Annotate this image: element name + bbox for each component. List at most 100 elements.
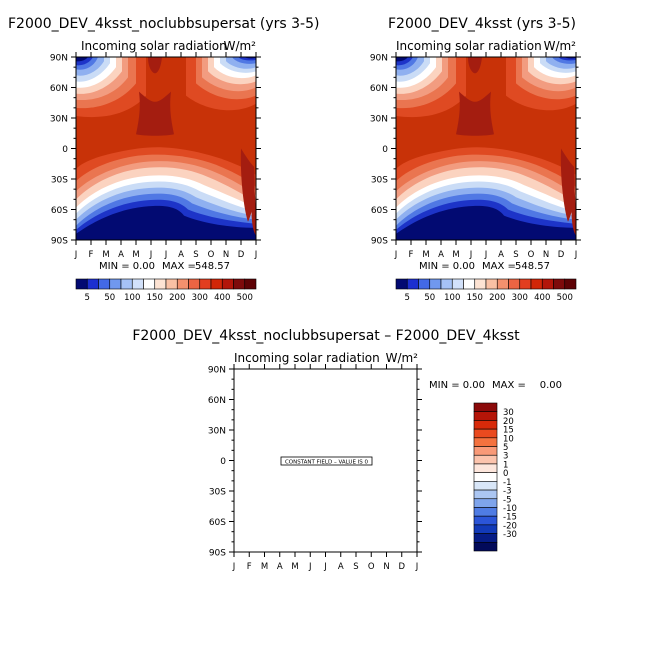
colorbar-swatch <box>541 278 554 290</box>
colorbar-label: 300 <box>192 293 208 303</box>
panel-2-title: F2000_DEV_4ksst (yrs 3-5) <box>388 16 576 32</box>
y-tick-label: 30N <box>50 115 68 125</box>
colorbar-label: -5 <box>503 495 511 505</box>
y-tick-label: 0 <box>62 145 68 155</box>
colorbar-label: -10 <box>503 504 517 514</box>
contour-band <box>148 57 162 74</box>
colorbar-swatch <box>429 278 442 290</box>
panel-1-subtitle: Incoming solar radiation <box>81 39 227 53</box>
y-tick-label: 0 <box>382 145 388 155</box>
y-tick-label: 30S <box>51 176 68 186</box>
colorbar-label: 10 <box>503 434 514 444</box>
x-tick-label: S <box>513 250 518 260</box>
colorbar-label: 3 <box>503 452 508 462</box>
colorbar-swatch <box>418 278 431 290</box>
colorbar-swatch <box>188 278 201 290</box>
x-tick-label: D <box>398 562 405 572</box>
colorbar-swatch <box>143 278 156 290</box>
colorbar-label: 150 <box>467 293 483 303</box>
colorbar-label: 500 <box>237 293 253 303</box>
contour-band <box>468 57 482 74</box>
x-tick-label: D <box>238 250 245 260</box>
colorbar-label: 5 <box>503 443 508 453</box>
y-tick-label: 60N <box>208 396 226 406</box>
colorbar-swatch <box>131 278 144 290</box>
x-tick-label: A <box>277 562 283 572</box>
colorbar-label: 100 <box>444 293 460 303</box>
panel-1-title: F2000_DEV_4ksst_noclubbsupersat (yrs 3-5… <box>8 16 319 32</box>
panel-3-max-value: 0.00 <box>540 380 562 391</box>
colorbar-swatch <box>451 278 464 290</box>
panel-2-min-label: MIN = <box>419 261 450 272</box>
panel-2: F2000_DEV_4ksst (yrs 3-5) Incoming solar… <box>370 16 581 303</box>
x-tick-label: O <box>368 562 375 572</box>
x-tick-label: J <box>164 250 168 260</box>
x-tick-label: J <box>308 562 312 572</box>
panel-3-max-label: MAX = <box>492 380 526 391</box>
colorbar-swatch <box>120 278 133 290</box>
contour-band <box>571 187 576 236</box>
panel-3-subtitle: Incoming solar radiation <box>234 351 380 365</box>
y-tick-label: 90N <box>370 54 388 64</box>
colorbar-label: -3 <box>503 487 511 497</box>
panel-1-map <box>76 57 256 240</box>
colorbar-swatch <box>564 278 577 290</box>
x-tick-label: F <box>409 250 414 260</box>
colorbar-swatch <box>473 420 498 430</box>
panel-1: F2000_DEV_4ksst_noclubbsupersat (yrs 3-5… <box>8 16 319 303</box>
colorbar-label: 300 <box>512 293 528 303</box>
x-tick-label: F <box>247 562 252 572</box>
x-tick-label: J <box>323 562 327 572</box>
x-tick-label: O <box>528 250 535 260</box>
colorbar-swatch <box>233 278 246 290</box>
colorbar-label: 400 <box>534 293 550 303</box>
colorbar-swatch <box>473 402 498 413</box>
colorbar-swatch <box>473 533 498 543</box>
colorbar-swatch <box>86 278 99 290</box>
colorbar-swatch <box>473 446 498 456</box>
colorbar-swatch <box>473 481 498 491</box>
panel-2-colorbar: 5 50 100 150 200 300 400 500 <box>395 278 577 303</box>
panel-1-max-label: MAX = <box>162 261 196 272</box>
colorbar-label: 1 <box>503 460 508 470</box>
x-tick-label: A <box>118 250 124 260</box>
colorbar-swatch <box>406 278 419 290</box>
x-tick-label: M <box>132 250 139 260</box>
colorbar-swatch <box>473 454 498 465</box>
colorbar-swatch <box>395 278 408 290</box>
x-tick-label: N <box>543 250 549 260</box>
colorbar-swatch <box>154 278 167 290</box>
colorbar-swatch <box>176 278 189 290</box>
colorbar-label: 0 <box>503 469 508 479</box>
x-tick-label: M <box>452 250 459 260</box>
colorbar-swatch <box>98 278 111 290</box>
x-tick-label: M <box>291 562 298 572</box>
colorbar-swatch <box>109 278 122 290</box>
colorbar-swatch <box>473 463 498 473</box>
contour-band <box>240 148 255 222</box>
panel-2-yticks: 90N 60N 30N 0 30S 60S 90S <box>370 54 581 247</box>
colorbar-label: -15 <box>503 513 517 523</box>
colorbar-label: 100 <box>124 293 140 303</box>
x-tick-label: D <box>558 250 565 260</box>
constant-field-box: CONSTANT FIELD – VALUE IS 0 <box>280 456 373 466</box>
y-tick-label: 30N <box>370 115 388 125</box>
constant-field-label: CONSTANT FIELD – VALUE IS 0 <box>285 460 369 466</box>
colorbar-swatch <box>496 278 509 290</box>
colorbar-swatch <box>553 278 566 290</box>
panel-1-max-value: 548.57 <box>195 261 230 272</box>
colorbar-swatch <box>485 278 498 290</box>
contour-band <box>76 205 256 240</box>
colorbar-swatch <box>474 278 487 290</box>
panel-2-max-label: MAX = <box>482 261 516 272</box>
colorbar-swatch <box>473 437 498 447</box>
colorbar-swatch <box>75 278 88 290</box>
colorbar-swatch <box>473 524 498 534</box>
x-tick-label: J <box>232 562 236 572</box>
colorbar-swatch <box>473 411 498 421</box>
contour-band <box>396 57 408 62</box>
contour-band <box>456 91 494 136</box>
colorbar-swatch <box>210 278 223 290</box>
panel-3-units: W/m² <box>386 351 419 365</box>
